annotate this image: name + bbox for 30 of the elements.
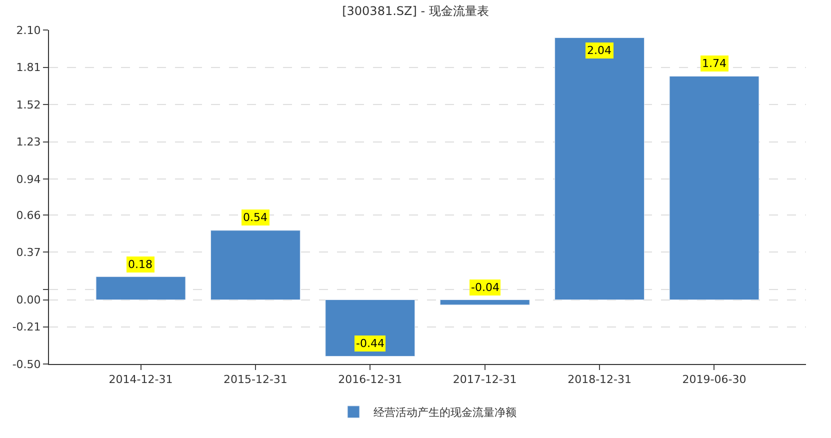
bar: [669, 76, 760, 300]
data-label: 1.74: [702, 57, 726, 70]
y-tick-label: 0.37: [16, 246, 41, 260]
y-tick-label: 0.00: [16, 294, 41, 307]
y-tick-label: -0.50: [12, 358, 41, 371]
x-tick-label: 2016-12-31: [338, 373, 402, 386]
data-label: 0.18: [128, 258, 152, 271]
y-tick-label: 2.10: [16, 24, 41, 37]
y-tick-label: 1.23: [16, 136, 41, 149]
data-label: -0.04: [471, 281, 500, 294]
x-tick-label: 2018-12-31: [568, 373, 632, 386]
x-tick-label: 2019-06-30: [682, 373, 746, 386]
x-tick-label: 2017-12-31: [452, 373, 517, 386]
y-tick-label: 0.66: [16, 208, 41, 222]
chart-title: [300381.SZ] - 现金流量表: [342, 4, 489, 18]
data-label: 2.04: [587, 44, 612, 57]
bar: [210, 230, 300, 300]
y-tick-label: -0.21: [12, 320, 41, 334]
bar: [325, 300, 416, 357]
bar: [96, 276, 186, 300]
y-tick-label: 1.52: [16, 98, 41, 112]
y-tick-label: 1.81: [16, 61, 41, 74]
x-tick-label: 2015-12-31: [223, 373, 288, 386]
y-tick-label: 0.94: [16, 172, 41, 186]
bar: [440, 300, 530, 306]
bar: [554, 37, 645, 300]
data-label: -0.44: [356, 337, 384, 350]
x-tick-label: 2014-12-31: [108, 373, 173, 386]
data-label: 0.54: [243, 211, 268, 224]
legend-label: 经营活动产生的现金流量净额: [374, 406, 516, 420]
